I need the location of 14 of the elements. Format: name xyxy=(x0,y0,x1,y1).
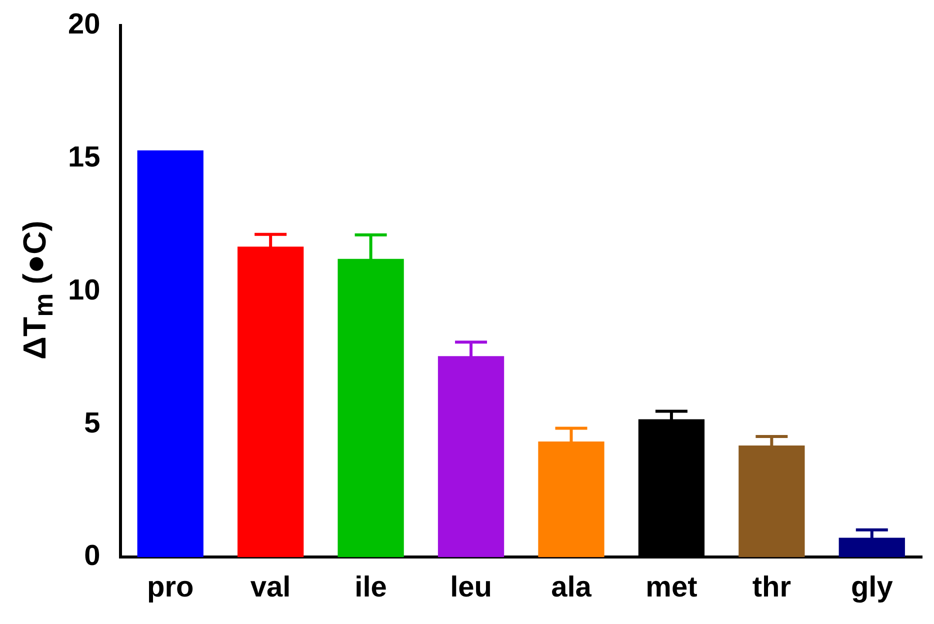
x-tick-label: gly xyxy=(850,572,893,604)
x-tick-label: pro xyxy=(147,572,194,604)
x-tick-label: leu xyxy=(450,572,492,604)
y-tick-label: 0 xyxy=(84,540,100,572)
x-tick-label: val xyxy=(250,572,291,604)
x-tick-label: met xyxy=(646,572,698,604)
x-tick-label: ile xyxy=(354,572,387,604)
y-tick-label: 5 xyxy=(84,407,100,440)
x-tick-label: ala xyxy=(551,572,592,604)
x-tick-label: thr xyxy=(752,572,792,604)
bar xyxy=(137,150,204,558)
y-tick-label: 20 xyxy=(68,8,100,40)
y-tick-label: 10 xyxy=(68,274,100,306)
y-tick-label: 15 xyxy=(68,141,100,174)
